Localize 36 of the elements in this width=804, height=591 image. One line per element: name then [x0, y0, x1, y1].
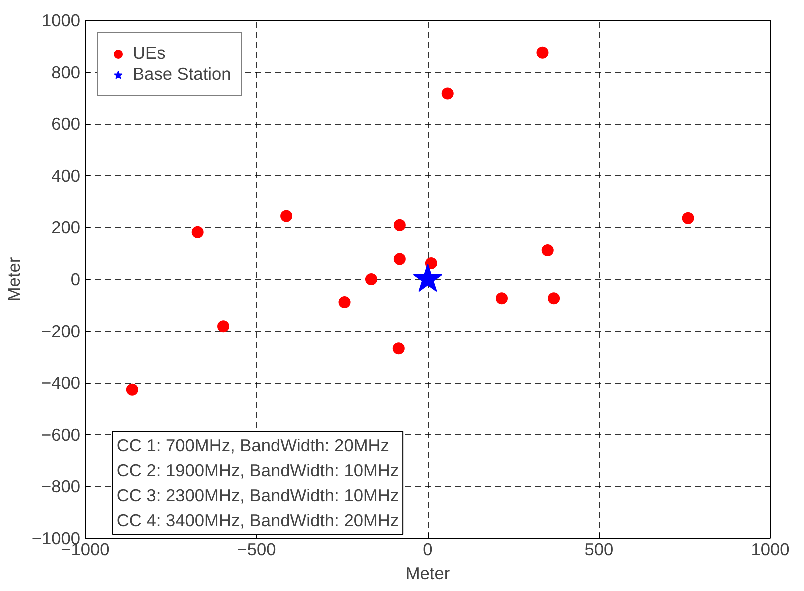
y-tick-label: 600 — [52, 114, 81, 134]
y-tick-label: 0 — [70, 270, 81, 290]
point — [496, 292, 508, 305]
x-tick-label: 0 — [423, 540, 433, 560]
point — [682, 212, 694, 224]
point — [542, 244, 554, 256]
y-axis-title: Meter — [4, 257, 24, 302]
annotation: CC 1: 700MHz, BandWidth: 20MHz CC 2: 1900MHz, BandWidth: 10MHz CC 3: 2300MHz, BandWidth: 10MHz CC 4: 3400MHz, BandWidth: 20MHz — [116, 436, 400, 531]
point — [280, 210, 293, 222]
point — [442, 88, 454, 100]
point — [425, 257, 438, 270]
y-tick-label: −400 — [41, 373, 80, 394]
point — [338, 296, 351, 309]
y-tick-label: 200 — [52, 218, 81, 238]
y-tick-label: 800 — [52, 62, 81, 82]
y-tick-label: 1000 — [42, 10, 81, 30]
y-tick-label: −600 — [41, 424, 80, 445]
point — [536, 46, 549, 59]
point — [394, 219, 406, 232]
point — [394, 253, 406, 266]
point — [192, 226, 204, 238]
point — [218, 320, 230, 333]
point — [392, 342, 405, 355]
x-tick-label: 500 — [584, 540, 614, 560]
legend-label: Base Station — [133, 64, 232, 85]
x-tick-label: 1000 — [751, 540, 790, 560]
point — [365, 274, 378, 286]
y-tick-label: 400 — [52, 166, 81, 186]
x-axis-title: Meter — [406, 564, 450, 584]
x-tick-label: −500 — [237, 540, 276, 560]
y-tick-label: −800 — [41, 476, 80, 497]
point — [413, 264, 443, 292]
legend-label: UEs — [133, 43, 166, 64]
point — [126, 384, 138, 396]
y-tick-label: −200 — [41, 321, 80, 342]
point — [548, 292, 560, 305]
